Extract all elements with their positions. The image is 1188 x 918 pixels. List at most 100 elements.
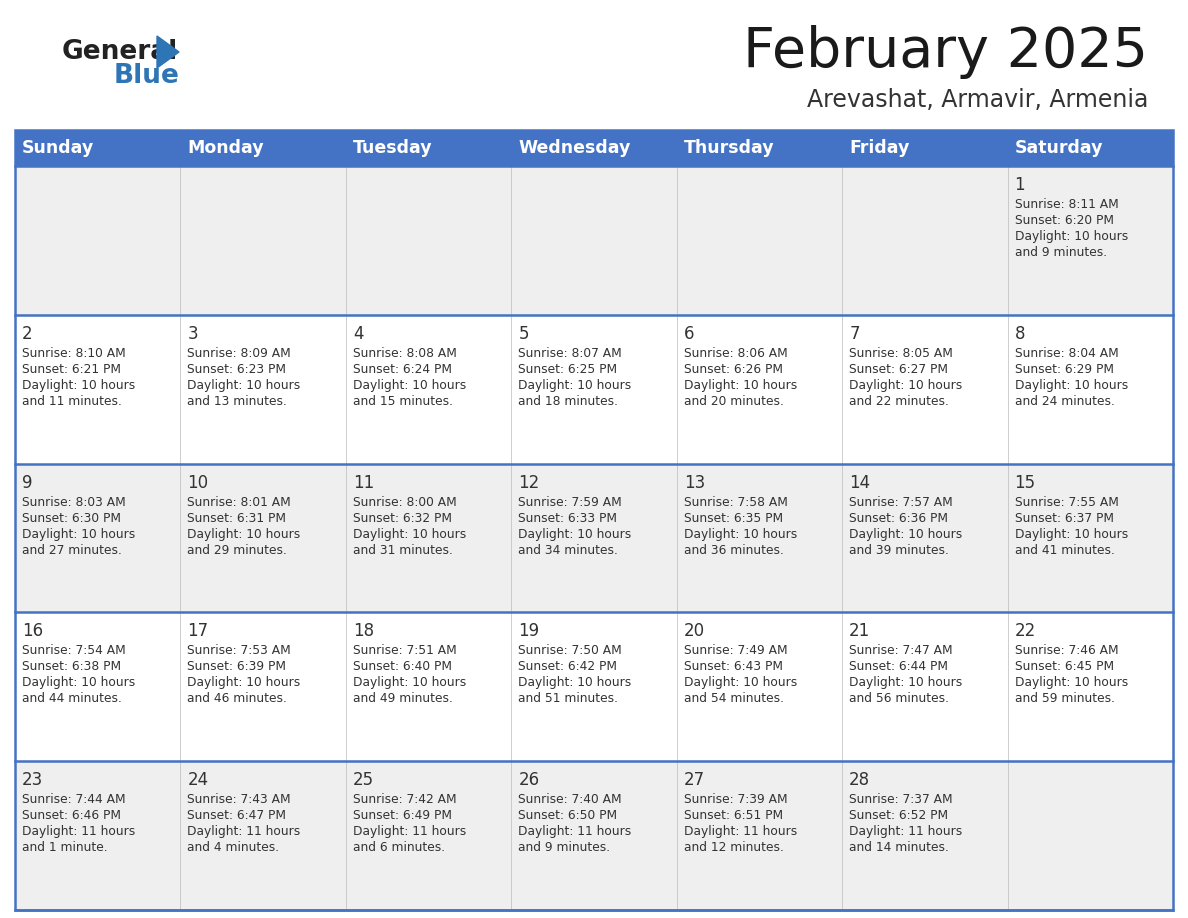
Text: 12: 12 xyxy=(518,474,539,492)
Text: Sunset: 6:26 PM: Sunset: 6:26 PM xyxy=(684,363,783,375)
Text: 16: 16 xyxy=(23,622,43,641)
Text: Sunrise: 7:51 AM: Sunrise: 7:51 AM xyxy=(353,644,456,657)
Polygon shape xyxy=(157,36,179,68)
Text: Sunset: 6:30 PM: Sunset: 6:30 PM xyxy=(23,511,121,524)
Text: Sunset: 6:25 PM: Sunset: 6:25 PM xyxy=(518,363,618,375)
Text: Daylight: 11 hours: Daylight: 11 hours xyxy=(23,825,135,838)
Text: Daylight: 10 hours: Daylight: 10 hours xyxy=(353,677,466,689)
Text: Sunrise: 7:57 AM: Sunrise: 7:57 AM xyxy=(849,496,953,509)
Text: 9: 9 xyxy=(23,474,32,492)
Text: 13: 13 xyxy=(684,474,704,492)
Text: 3: 3 xyxy=(188,325,198,342)
Text: Monday: Monday xyxy=(188,139,264,157)
Text: Arevashat, Armavir, Armenia: Arevashat, Armavir, Armenia xyxy=(807,88,1148,112)
Text: and 31 minutes.: and 31 minutes. xyxy=(353,543,453,556)
Bar xyxy=(15,130,1173,910)
Text: Sunrise: 7:47 AM: Sunrise: 7:47 AM xyxy=(849,644,953,657)
Text: Sunset: 6:23 PM: Sunset: 6:23 PM xyxy=(188,363,286,375)
Text: 25: 25 xyxy=(353,771,374,789)
Text: Sunset: 6:40 PM: Sunset: 6:40 PM xyxy=(353,660,451,674)
Text: and 39 minutes.: and 39 minutes. xyxy=(849,543,949,556)
Text: 15: 15 xyxy=(1015,474,1036,492)
Text: 18: 18 xyxy=(353,622,374,641)
Text: and 36 minutes.: and 36 minutes. xyxy=(684,543,784,556)
Text: and 14 minutes.: and 14 minutes. xyxy=(849,841,949,855)
Text: and 41 minutes.: and 41 minutes. xyxy=(1015,543,1114,556)
Bar xyxy=(1007,130,1173,166)
Text: and 54 minutes.: and 54 minutes. xyxy=(684,692,784,705)
Text: Sunset: 6:36 PM: Sunset: 6:36 PM xyxy=(849,511,948,524)
Text: and 18 minutes.: and 18 minutes. xyxy=(518,395,618,408)
Text: and 44 minutes.: and 44 minutes. xyxy=(23,692,122,705)
Text: and 34 minutes.: and 34 minutes. xyxy=(518,543,618,556)
Text: Sunset: 6:29 PM: Sunset: 6:29 PM xyxy=(1015,363,1113,375)
Bar xyxy=(15,315,1173,464)
Text: Blue: Blue xyxy=(114,63,179,89)
Text: Sunset: 6:46 PM: Sunset: 6:46 PM xyxy=(23,809,121,823)
Text: Daylight: 10 hours: Daylight: 10 hours xyxy=(353,528,466,541)
Text: Sunrise: 8:11 AM: Sunrise: 8:11 AM xyxy=(1015,198,1118,211)
Text: Daylight: 10 hours: Daylight: 10 hours xyxy=(188,379,301,392)
Text: Sunset: 6:24 PM: Sunset: 6:24 PM xyxy=(353,363,451,375)
Text: 5: 5 xyxy=(518,325,529,342)
Bar xyxy=(181,130,346,166)
Text: Friday: Friday xyxy=(849,139,910,157)
Text: Daylight: 11 hours: Daylight: 11 hours xyxy=(518,825,632,838)
Text: Daylight: 10 hours: Daylight: 10 hours xyxy=(188,677,301,689)
Text: Sunrise: 8:00 AM: Sunrise: 8:00 AM xyxy=(353,496,456,509)
Text: and 51 minutes.: and 51 minutes. xyxy=(518,692,618,705)
Text: 1: 1 xyxy=(1015,176,1025,194)
Bar xyxy=(15,464,1173,612)
Text: Sunset: 6:39 PM: Sunset: 6:39 PM xyxy=(188,660,286,674)
Text: Daylight: 11 hours: Daylight: 11 hours xyxy=(353,825,466,838)
Text: Sunset: 6:45 PM: Sunset: 6:45 PM xyxy=(1015,660,1113,674)
Text: 2: 2 xyxy=(23,325,32,342)
Text: and 20 minutes.: and 20 minutes. xyxy=(684,395,784,408)
Text: Sunset: 6:50 PM: Sunset: 6:50 PM xyxy=(518,809,618,823)
Text: and 59 minutes.: and 59 minutes. xyxy=(1015,692,1114,705)
Text: Sunrise: 8:04 AM: Sunrise: 8:04 AM xyxy=(1015,347,1118,360)
Text: Daylight: 11 hours: Daylight: 11 hours xyxy=(684,825,797,838)
Text: Sunrise: 7:43 AM: Sunrise: 7:43 AM xyxy=(188,793,291,806)
Text: 14: 14 xyxy=(849,474,871,492)
Text: Daylight: 10 hours: Daylight: 10 hours xyxy=(849,379,962,392)
Bar xyxy=(842,130,1007,166)
Text: Sunrise: 8:09 AM: Sunrise: 8:09 AM xyxy=(188,347,291,360)
Text: Sunrise: 8:08 AM: Sunrise: 8:08 AM xyxy=(353,347,456,360)
Text: Sunset: 6:49 PM: Sunset: 6:49 PM xyxy=(353,809,451,823)
Text: Sunrise: 7:53 AM: Sunrise: 7:53 AM xyxy=(188,644,291,657)
Text: Sunrise: 8:03 AM: Sunrise: 8:03 AM xyxy=(23,496,126,509)
Text: Sunday: Sunday xyxy=(23,139,94,157)
Text: 22: 22 xyxy=(1015,622,1036,641)
Text: and 6 minutes.: and 6 minutes. xyxy=(353,841,446,855)
Text: Sunset: 6:52 PM: Sunset: 6:52 PM xyxy=(849,809,948,823)
Text: Daylight: 10 hours: Daylight: 10 hours xyxy=(23,528,135,541)
Text: and 24 minutes.: and 24 minutes. xyxy=(1015,395,1114,408)
Text: and 12 minutes.: and 12 minutes. xyxy=(684,841,784,855)
Text: 17: 17 xyxy=(188,622,209,641)
Text: 23: 23 xyxy=(23,771,43,789)
Text: and 46 minutes.: and 46 minutes. xyxy=(188,692,287,705)
Text: and 11 minutes.: and 11 minutes. xyxy=(23,395,122,408)
Text: Sunset: 6:44 PM: Sunset: 6:44 PM xyxy=(849,660,948,674)
Text: Sunset: 6:21 PM: Sunset: 6:21 PM xyxy=(23,363,121,375)
Text: Sunrise: 7:46 AM: Sunrise: 7:46 AM xyxy=(1015,644,1118,657)
Text: 7: 7 xyxy=(849,325,860,342)
Text: Wednesday: Wednesday xyxy=(518,139,631,157)
Text: Daylight: 10 hours: Daylight: 10 hours xyxy=(684,528,797,541)
Text: Sunset: 6:27 PM: Sunset: 6:27 PM xyxy=(849,363,948,375)
Text: 10: 10 xyxy=(188,474,209,492)
Text: Sunrise: 7:42 AM: Sunrise: 7:42 AM xyxy=(353,793,456,806)
Text: February 2025: February 2025 xyxy=(742,25,1148,79)
Text: Sunrise: 7:49 AM: Sunrise: 7:49 AM xyxy=(684,644,788,657)
Text: Sunset: 6:37 PM: Sunset: 6:37 PM xyxy=(1015,511,1113,524)
Text: Daylight: 10 hours: Daylight: 10 hours xyxy=(1015,677,1127,689)
Text: 21: 21 xyxy=(849,622,871,641)
Text: Sunrise: 7:44 AM: Sunrise: 7:44 AM xyxy=(23,793,126,806)
Bar xyxy=(15,761,1173,910)
Text: Sunset: 6:32 PM: Sunset: 6:32 PM xyxy=(353,511,451,524)
Text: and 27 minutes.: and 27 minutes. xyxy=(23,543,122,556)
Text: Sunrise: 7:39 AM: Sunrise: 7:39 AM xyxy=(684,793,788,806)
Text: and 9 minutes.: and 9 minutes. xyxy=(518,841,611,855)
Text: Daylight: 11 hours: Daylight: 11 hours xyxy=(849,825,962,838)
